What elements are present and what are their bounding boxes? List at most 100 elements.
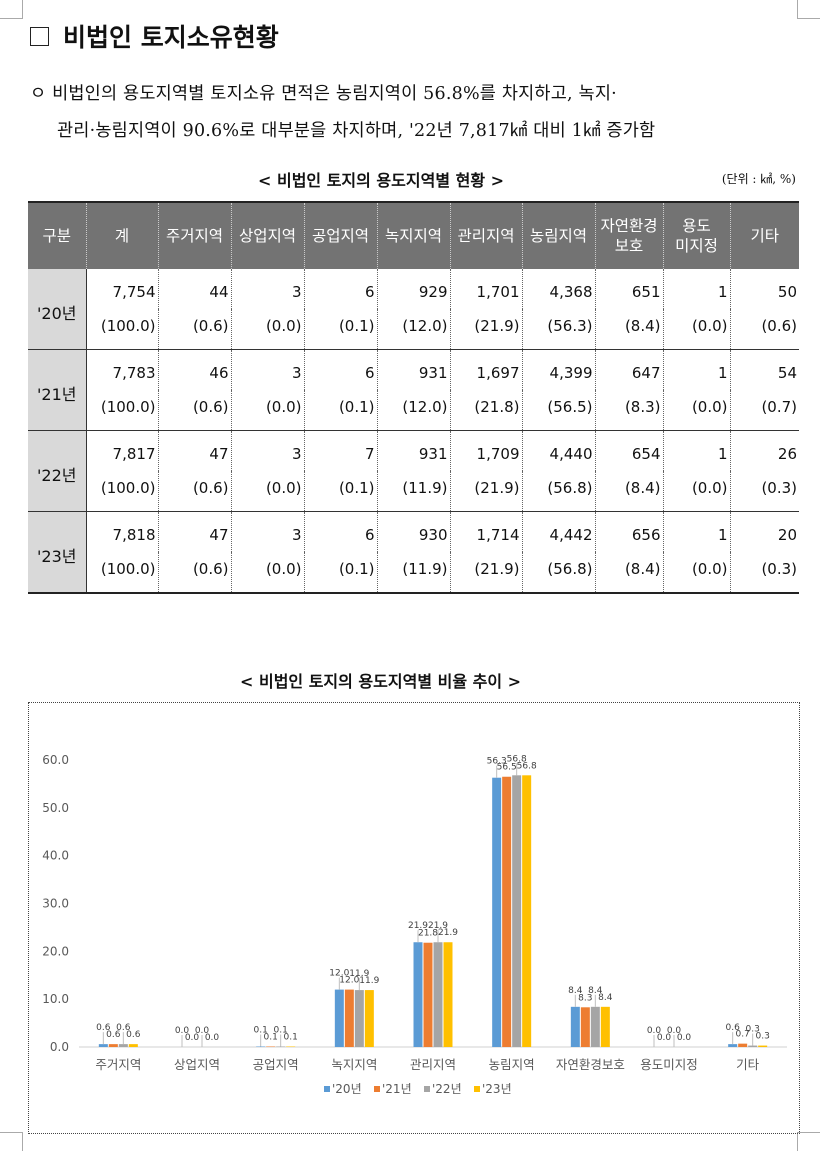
x-tick-label: 관리지역 [410,1057,456,1072]
data-label: 0.6 [126,1030,141,1040]
data-label: 0.0 [647,1026,662,1036]
data-label: 8.4 [568,986,583,996]
bar [512,775,522,1047]
percent-cell: (100.0) [85,390,158,431]
corner-mark [0,0,23,19]
value-cell: 6 [303,511,377,552]
table-row: (100.0) (0.6) (0.0) (0.1) (12.0) (21.8) (56.5)… [28,390,799,431]
data-label: 0.0 [185,1033,200,1043]
data-label: 0.0 [175,1026,190,1036]
data-label: 8.4 [588,986,603,996]
data-label: 21.9 [438,928,458,938]
percent-cell: (0.6) [157,390,231,431]
data-label: 0.6 [116,1023,131,1033]
table-header-cell: 주거지역 [157,202,231,269]
section-title: 비법인 토지소유현황 [30,18,279,54]
table-header-cell: 자연환경 보호 [594,202,663,269]
value-cell: 3 [230,269,304,309]
data-label: 0.6 [726,1023,741,1033]
table-header-cell: 상업지역 [230,202,304,269]
bar [334,989,344,1047]
data-label: 0.3 [746,1025,760,1035]
value-cell: 44 [157,269,231,309]
value-cell: 654 [594,430,663,471]
data-label: 0.6 [96,1023,111,1033]
data-label: 0.3 [756,1032,770,1042]
percent-cell: (56.5) [521,390,595,431]
percent-cell: (0.0) [662,309,730,350]
percent-cell: (21.8) [449,390,522,431]
percent-cell: (21.9) [449,309,522,350]
percent-cell: (8.4) [594,552,663,594]
data-label: 8.3 [578,993,592,1003]
data-label: 11.9 [349,969,369,979]
value-cell: 20 [729,511,799,552]
percent-cell: (0.3) [729,471,799,512]
percent-cell: (0.0) [230,552,304,594]
square-bullet-icon [30,26,49,46]
table-row: '23년 7,818 47 3 6 930 1,714 4,442 656 1 20 [28,511,799,594]
year-cell: '20년 [28,269,86,350]
bar [728,1044,738,1047]
value-cell: 930 [376,511,450,552]
percent-cell: (12.0) [376,390,450,431]
percent-cell: (0.3) [729,552,799,594]
year-cell: '23년 [28,511,86,594]
data-label: 0.1 [254,1026,268,1036]
percent-cell: (8.3) [594,390,663,431]
value-cell: 7,818 [85,511,158,552]
bar [423,942,433,1047]
land-use-table: 구분 계 주거지역 상업지역 공업지역 녹지지역 관리지역 농림지역 자연환경 보호 용도 미지정 기타… [28,201,799,594]
x-tick-label: 용도미지정 [640,1057,698,1072]
bar [738,1043,748,1047]
bar [522,775,532,1047]
table-row: '22년 7,817 47 3 7 931 1,709 4,440 654 1 26 [28,430,799,512]
value-cell: 1,701 [449,269,522,309]
x-tick-label: 자연환경보호 [556,1057,625,1072]
land-use-bar-chart: 0.010.020.030.040.050.060.0주거지역0.60.60.6… [42,753,787,1096]
x-tick-label: 주거지역 [95,1057,141,1072]
data-label: 0.0 [677,1033,692,1043]
data-label: 0.0 [657,1033,672,1043]
corner-mark [797,0,820,19]
chart-caption: < 비법인 토지의 용도지역별 비율 추이 > [240,672,522,691]
chart-frame: 0.0 10.0 20.0 30.0 40.0 50.0 60.0 주거지역 0.6 0.6 0.6… [28,702,800,1134]
value-cell: 46 [157,349,231,390]
bar [354,990,364,1047]
value-cell: 47 [157,511,231,552]
y-tick-label: 0.0 [50,1040,69,1054]
percent-cell: (0.0) [230,471,304,512]
legend-label: '21년 [382,1082,412,1096]
percent-cell: (0.6) [157,552,231,594]
legend-swatch [324,1086,330,1092]
value-cell: 7,783 [85,349,158,390]
data-label: 56.8 [517,761,537,771]
bar [118,1044,128,1047]
data-label: 21.9 [428,921,448,931]
bar [748,1045,758,1047]
value-cell: 7,754 [85,269,158,309]
summary-line-2: 관리·농림지역이 90.6%로 대부분을 차지하며, '22년 7,817㎢ 대… [57,121,656,141]
percent-cell: (21.9) [449,471,522,512]
data-label: 21.8 [418,929,438,939]
value-cell: 1,714 [449,511,522,552]
data-label: 0.0 [667,1026,682,1036]
percent-cell: (8.4) [594,471,663,512]
value-cell: 26 [729,430,799,471]
legend-label: '22년 [432,1082,462,1096]
data-label: 12.0 [329,969,349,979]
bar [570,1006,580,1047]
value-cell: 1 [662,430,730,471]
summary-line-1: ㅇ 비법인의 용도지역별 토지소유 면적은 농림지역이 56.8%를 차지하고,… [30,84,617,104]
value-cell: 1,697 [449,349,522,390]
percent-cell: (0.0) [230,309,304,350]
value-cell: 7 [303,430,377,471]
percent-cell: (0.1) [303,309,377,350]
percent-cell: (0.0) [662,471,730,512]
value-cell: 6 [303,269,377,309]
bar [98,1044,108,1047]
table-row: (100.0) (0.6) (0.0) (0.1) (12.0) (21.9) (56.3)… [28,309,799,350]
data-label: 12.0 [339,976,359,986]
value-cell: 1 [662,349,730,390]
data-label: 0.6 [106,1030,121,1040]
